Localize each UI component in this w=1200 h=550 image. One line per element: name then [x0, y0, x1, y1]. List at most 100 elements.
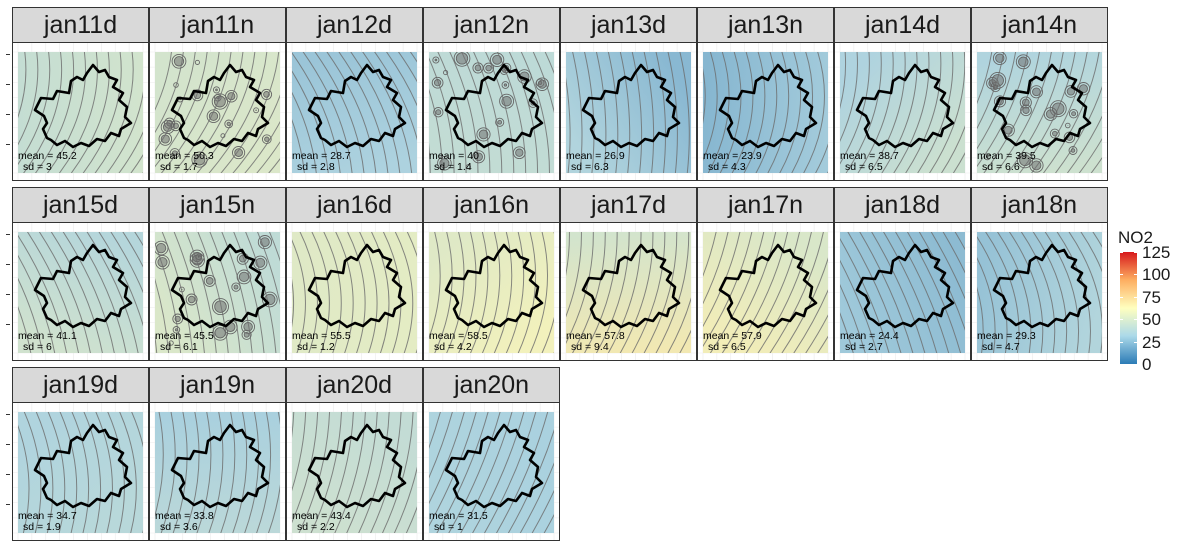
contour-ring	[443, 70, 449, 76]
contour-line	[23, 412, 42, 533]
contour-ring	[261, 134, 272, 145]
contour-ring	[193, 153, 206, 166]
contour-line	[446, 232, 465, 353]
contour-ring	[255, 257, 266, 268]
contour-line	[74, 232, 127, 353]
facet-panel: jan13n mean = 23.9 sd = 4.3	[697, 7, 834, 182]
contour-ring	[501, 95, 512, 107]
sd-label: sd = 3.6	[160, 521, 198, 533]
contour-line	[840, 259, 878, 353]
contour-line	[232, 412, 248, 533]
contour-ring	[243, 322, 253, 332]
contour-ring	[433, 79, 442, 87]
contour-line	[150, 403, 151, 540]
contour-line	[703, 68, 706, 124]
contour-line	[172, 52, 232, 173]
contour-line	[703, 52, 718, 161]
facet-panel: jan14n mean = 39.5 sd = 6.6	[971, 7, 1108, 182]
contour-ring	[191, 151, 208, 168]
contour-line	[18, 306, 32, 353]
mean-label: mean = 34.7	[18, 510, 77, 522]
region-boundary	[33, 423, 133, 509]
contour-line	[940, 125, 965, 173]
contour-ring	[195, 253, 202, 260]
contour-line	[817, 335, 828, 353]
contour-lines	[429, 52, 554, 173]
contour-line	[292, 52, 341, 173]
region-boundary	[581, 243, 681, 329]
contour-line	[429, 412, 441, 449]
contour-line	[543, 513, 554, 533]
contour-ring	[485, 64, 492, 72]
contour-ring	[263, 91, 270, 98]
contour-ring	[1032, 87, 1041, 97]
mean-label: mean = 58.5	[429, 330, 488, 342]
contour-line	[532, 52, 554, 114]
contour-ring	[220, 133, 226, 139]
facet-map-svg	[287, 43, 422, 180]
contour-line	[619, 232, 654, 353]
contour-ring	[995, 53, 1005, 63]
contour-ring	[483, 62, 495, 74]
contour-line	[106, 90, 143, 173]
facet-panel: jan15n mean = 45.5 sd = 6.1	[149, 187, 286, 362]
contour-line	[1068, 232, 1102, 353]
facet-map-svg	[698, 43, 833, 180]
facet-panel: jan19n mean = 33.8 sd = 3.6	[149, 367, 286, 542]
legend-break-label: 25	[1142, 332, 1161, 352]
contour-line	[840, 52, 858, 142]
contour-line	[394, 232, 414, 353]
contour-line	[1008, 232, 1044, 353]
contour-line	[385, 52, 417, 107]
contour-line	[745, 232, 801, 353]
contour-line	[449, 52, 479, 173]
contour-line	[769, 232, 824, 353]
contour-ring	[171, 150, 178, 157]
contour-line	[757, 232, 812, 353]
facet-map: mean = 45.2 sd = 3	[12, 42, 149, 181]
facet-map: mean = 31.5 sd = 1	[423, 402, 560, 541]
region-boundary	[581, 63, 681, 149]
contour-line	[779, 52, 802, 173]
contour-ring	[155, 240, 169, 256]
contour-ring	[155, 254, 170, 270]
contour-line	[220, 412, 236, 533]
contour-ring	[1043, 107, 1058, 121]
contour-ring	[232, 146, 246, 160]
contour-line	[370, 412, 402, 533]
contour-ring	[433, 107, 444, 118]
contour-line	[655, 232, 690, 353]
contour-ring	[174, 328, 178, 332]
contour-line	[46, 52, 86, 173]
contour-line	[381, 412, 414, 533]
contour-line	[857, 52, 894, 173]
contour-line	[721, 232, 777, 353]
contour-line	[184, 412, 200, 533]
contour-line	[679, 329, 691, 353]
region-boundary	[855, 243, 955, 329]
contour-ring	[236, 269, 252, 285]
contour-line	[679, 52, 690, 173]
region-boundary	[992, 63, 1092, 149]
contour-ring	[208, 111, 219, 121]
contour-line	[719, 52, 742, 173]
contour-line	[572, 52, 583, 173]
contour-line	[244, 120, 280, 173]
contour-line	[793, 289, 828, 353]
contour-lines	[292, 232, 417, 353]
facet-map-svg	[287, 403, 422, 540]
facet-strip-label: jan17n	[697, 187, 834, 223]
mean-label: mean = 43.4	[292, 510, 351, 522]
contour-ring	[993, 95, 1007, 108]
contour-ring	[203, 274, 216, 287]
contour-line	[541, 232, 554, 353]
contour-ring	[238, 254, 247, 263]
contour-line	[38, 232, 91, 353]
contour-ring	[173, 82, 179, 88]
facet-strip-label: jan14d	[834, 7, 971, 43]
contour-line	[34, 52, 75, 173]
contour-ring	[1031, 160, 1042, 171]
contour-line	[397, 52, 417, 83]
contour-ring	[465, 164, 471, 170]
facet-map: mean = 23.9 sd = 4.3	[697, 42, 834, 181]
